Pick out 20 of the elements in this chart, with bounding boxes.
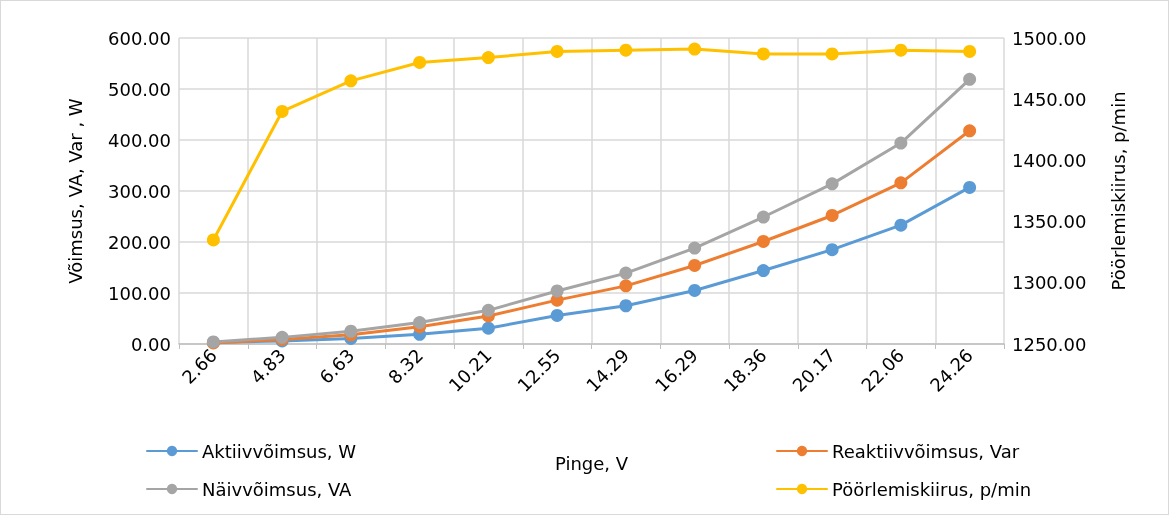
legend-label: Aktiivvõimsus, W: [202, 440, 357, 462]
legend-label: Näivvõimsus, VA: [202, 478, 353, 500]
y2-tick-label: 1350.00: [1012, 211, 1087, 233]
y-tick-label: 400.00: [108, 129, 171, 151]
y2-tick-label: 1250.00: [1012, 333, 1087, 355]
y2-tick-label: 1500.00: [1012, 27, 1087, 49]
legend-label: Reaktiivvõimsus, Var: [832, 440, 1020, 462]
y-tick-label: 300.00: [108, 180, 171, 202]
y2-tick-label: 1450.00: [1012, 88, 1087, 110]
y2-tick-label: 1300.00: [1012, 272, 1087, 294]
y2-axis-title: Pöörlemiskiirus, p/min: [1107, 91, 1129, 291]
y2-tick-label: 1400.00: [1012, 149, 1087, 171]
y-axis-title: Võimsus, VA, Var , W: [64, 98, 86, 284]
y-tick-label: 200.00: [108, 231, 171, 253]
y-tick-label: 600.00: [108, 27, 171, 49]
y-tick-label: 100.00: [108, 282, 171, 304]
x-axis-title: Pinge, V: [554, 452, 629, 474]
y-tick-label: 500.00: [108, 78, 171, 100]
legend-label: Pöörlemiskiirus, p/min: [832, 478, 1032, 500]
y-tick-label: 0.00: [130, 333, 171, 355]
